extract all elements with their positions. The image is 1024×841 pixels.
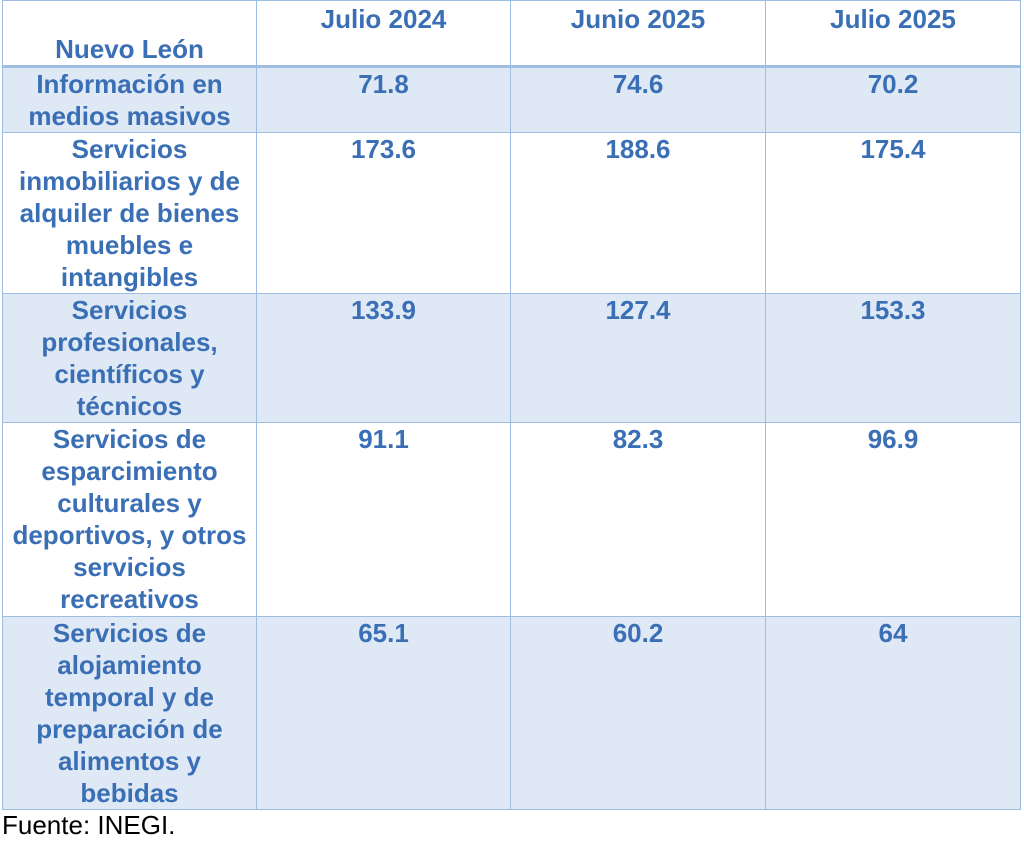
cell-value: 74.6 bbox=[510, 66, 766, 133]
cell-value: 96.9 bbox=[765, 422, 1021, 617]
cell-value: 91.1 bbox=[256, 422, 511, 617]
cell-value: 71.8 bbox=[256, 66, 511, 133]
source-note: Fuente: INEGI. bbox=[2, 810, 176, 840]
row-label: Servicios profesionales, científicos y t… bbox=[2, 293, 257, 423]
cell-value: 173.6 bbox=[256, 132, 511, 294]
table-row: Servicios inmobiliarios y de alquiler de… bbox=[2, 132, 1021, 294]
corner-label: Nuevo León bbox=[2, 0, 257, 67]
row-label: Servicios inmobiliarios y de alquiler de… bbox=[2, 132, 257, 294]
cell-value: 133.9 bbox=[256, 293, 511, 423]
cell-value: 82.3 bbox=[510, 422, 766, 617]
cell-value: 64 bbox=[765, 616, 1021, 810]
table-row: Información en medios masivos 71.8 74.6 … bbox=[2, 66, 1021, 133]
column-header: Julio 2025 bbox=[765, 0, 1021, 67]
cell-value: 175.4 bbox=[765, 132, 1021, 294]
column-header: Junio 2025 bbox=[510, 0, 766, 67]
header-row: Nuevo León Julio 2024 Junio 2025 Julio 2… bbox=[2, 0, 1021, 67]
row-label: Información en medios masivos bbox=[2, 66, 257, 133]
data-table: Nuevo León Julio 2024 Junio 2025 Julio 2… bbox=[2, 0, 1021, 810]
cell-value: 60.2 bbox=[510, 616, 766, 810]
cell-value: 188.6 bbox=[510, 132, 766, 294]
table-row: Servicios de esparcimiento culturales y … bbox=[2, 422, 1021, 617]
column-header: Julio 2024 bbox=[256, 0, 511, 67]
table-row: Servicios de alojamiento temporal y de p… bbox=[2, 616, 1021, 810]
row-label: Servicios de esparcimiento culturales y … bbox=[2, 422, 257, 617]
cell-value: 153.3 bbox=[765, 293, 1021, 423]
cell-value: 70.2 bbox=[765, 66, 1021, 133]
row-label: Servicios de alojamiento temporal y de p… bbox=[2, 616, 257, 810]
cell-value: 127.4 bbox=[510, 293, 766, 423]
cell-value: 65.1 bbox=[256, 616, 511, 810]
table-row: Servicios profesionales, científicos y t… bbox=[2, 293, 1021, 423]
